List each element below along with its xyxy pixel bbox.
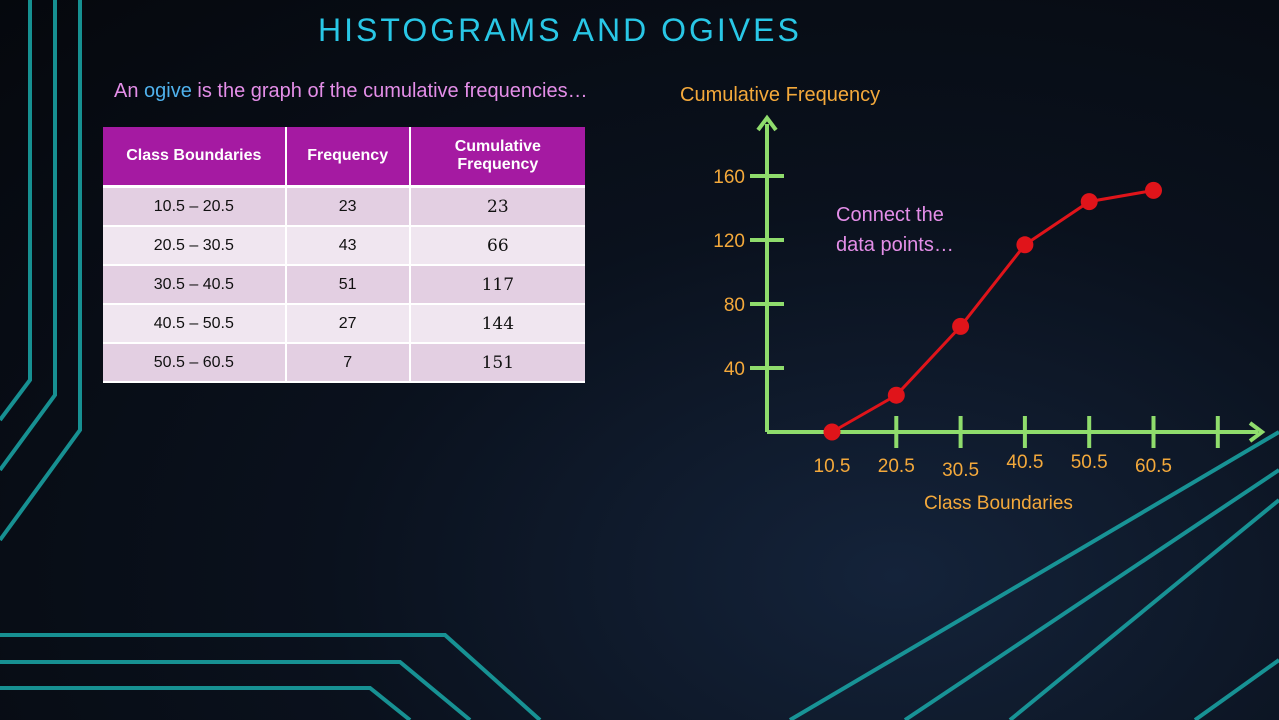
x-tick-label: 10.5: [814, 456, 851, 477]
x-axis-title: Class Boundaries: [924, 493, 1073, 514]
cell-frequency: 51: [285, 265, 411, 305]
cell-frequency: 7: [285, 343, 411, 383]
data-point: [1080, 193, 1098, 211]
y-tick-label: 160: [713, 167, 745, 188]
cell-cumulative-frequency: 117: [409, 265, 585, 305]
table-row: 40.5 – 50.5 27 144: [103, 304, 585, 344]
table-row: 10.5 – 20.5 23 23: [103, 186, 585, 227]
cell-frequency: 23: [285, 186, 411, 227]
table-row: 50.5 – 60.5 7 151: [103, 343, 585, 383]
y-axis-title: Cumulative Frequency: [680, 84, 881, 106]
header-cumulative-frequency: Cumulative Frequency: [409, 127, 585, 188]
data-point: [887, 386, 905, 404]
y-tick-label: 120: [713, 231, 745, 252]
x-axis-arrow-icon: [1248, 421, 1266, 443]
x-tick-label: 60.5: [1135, 456, 1172, 477]
subtitle-highlight-ogive: ogive: [144, 80, 192, 102]
cell-cumulative-frequency: 66: [409, 226, 585, 266]
table-row: 20.5 – 30.5 43 66: [103, 226, 585, 266]
table-row: 30.5 – 40.5 51 117: [103, 265, 585, 305]
cell-class-boundaries: 40.5 – 50.5: [103, 304, 287, 344]
page-title: HISTOGRAMS AND OGIVES: [318, 12, 802, 48]
cell-class-boundaries: 20.5 – 30.5: [103, 226, 287, 266]
data-point: [952, 317, 970, 335]
data-point: [1145, 181, 1162, 199]
header-class-boundaries: Class Boundaries: [103, 127, 287, 188]
connect-points-note: Connect the data points…: [836, 204, 954, 256]
y-tick-label: 40: [724, 359, 745, 380]
cell-cumulative-frequency: 151: [409, 343, 585, 383]
cell-class-boundaries: 10.5 – 20.5: [103, 186, 287, 227]
ogive-line: [831, 188, 1154, 434]
data-point: [1016, 236, 1034, 254]
cell-class-boundaries: 30.5 – 40.5: [103, 265, 287, 305]
y-axis-arrow-icon: [756, 114, 778, 132]
cell-cumulative-frequency: 144: [409, 304, 585, 344]
subtitle-after: is the graph of the cumulative frequenci…: [191, 80, 588, 102]
y-tick-label: 80: [724, 295, 745, 316]
x-tick-label: 30.5: [942, 460, 979, 481]
x-tick-label: 50.5: [1071, 452, 1108, 473]
data-point: [823, 423, 841, 441]
cell-frequency: 43: [285, 226, 411, 266]
subtitle-before: An: [114, 80, 145, 102]
frequency-table: Class Boundaries Frequency Cumulative Fr…: [103, 127, 585, 383]
subtitle: An ogive is the graph of the cumulative …: [114, 80, 588, 103]
x-tick-label: 40.5: [1006, 452, 1043, 473]
table-header-row: Class Boundaries Frequency Cumulative Fr…: [103, 127, 585, 188]
cell-frequency: 27: [285, 304, 411, 344]
x-tick-label: 20.5: [878, 456, 915, 477]
header-frequency: Frequency: [285, 127, 411, 188]
cell-class-boundaries: 50.5 – 60.5: [103, 343, 287, 383]
cell-cumulative-frequency: 23: [409, 186, 585, 227]
